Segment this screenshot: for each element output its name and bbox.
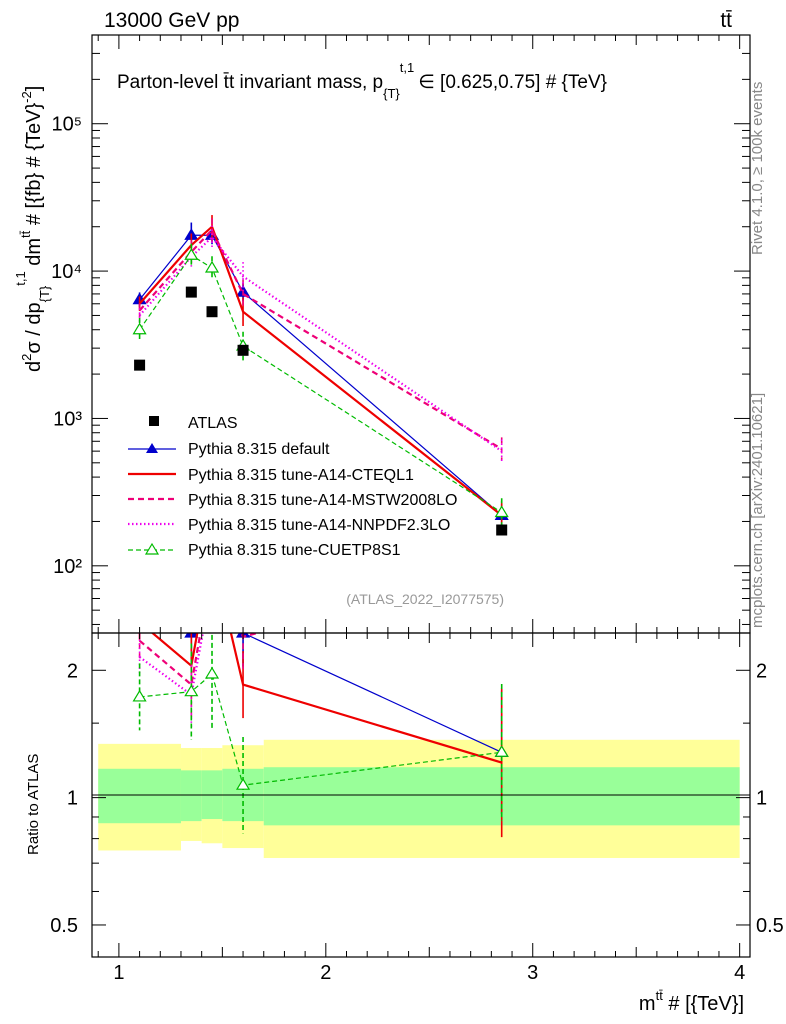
legend-cuetp-marker: [144, 542, 160, 555]
legend-cuetp-label: Pythia 8.315 tune-CUETP8S1: [188, 542, 401, 559]
main-point-marker: [494, 505, 509, 518]
main-series-line: [138, 235, 503, 453]
xlabel-a: m: [639, 993, 656, 1015]
ylabel-f: ]: [23, 86, 45, 92]
ratio-ytick-label-right: 0.5: [756, 915, 784, 937]
ratio-series-line: [138, 633, 262, 687]
ratio-ytick-label-right: 1: [756, 788, 767, 810]
ratio-band-inner: [180, 770, 202, 822]
ratio-series-line: [139, 672, 502, 786]
ylabel-a: d: [23, 361, 45, 372]
atlas-data-point: [185, 286, 197, 298]
ratio-clip-group: [132, 578, 509, 838]
main-point-marker: [132, 322, 147, 335]
main-panel: 10² 10³ 10⁴ 10⁵ Parton-level t̄t invariant …: [13, 34, 751, 634]
ylabel-b: σ / dp: [23, 302, 45, 353]
ratio-ylabel: Ratio to ATLAS: [25, 754, 42, 855]
main-series-5: [132, 243, 509, 527]
ratio-bands: [98, 739, 740, 858]
legend-atlas-label: ATLAS: [188, 415, 238, 432]
ratio-frame: [91, 632, 751, 958]
mcplots-label: mcplots.cern.ch [arXiv:2401.10621]: [749, 393, 766, 628]
ratio-point-marker: [204, 666, 220, 679]
ratio-ytick-label: 0.5: [50, 915, 78, 937]
atlas-data-point: [237, 344, 249, 356]
ratio-xlabel: mtt̄ # [{TeV}]: [639, 988, 744, 1015]
ratio-series-line: [150, 633, 503, 764]
ratio-series-5: [132, 633, 509, 834]
ylabel-a-sup: 2: [19, 354, 34, 361]
main-ytick-label: 10²: [53, 556, 82, 578]
legend-atlas-marker: [149, 416, 159, 426]
title-sup: t,1: [400, 60, 414, 75]
main-ticks: 10² 10³ 10⁴ 10⁵: [51, 34, 750, 633]
ratio-point-marker: [206, 578, 218, 588]
legend-default-label: Pythia 8.315 default: [188, 441, 330, 458]
main-point-marker: [204, 260, 220, 273]
atlas-data-point: [134, 359, 146, 371]
legend-mstw-label: Pythia 8.315 tune-A14-MSTW2008LO: [188, 492, 457, 509]
ratio-series-line: [189, 633, 502, 753]
header-energy: 13000 GeV pp: [104, 9, 239, 32]
ratio-ytick-label: 1: [67, 788, 78, 810]
main-series-layer: [132, 215, 509, 536]
main-ylabel: d2σ / dp{T} t,1 dmtt̄ # [{fb} # {TeV}-2]: [13, 86, 52, 372]
main-ytick-label: 10⁴: [51, 261, 82, 283]
ylabel-e-sup: -2: [19, 91, 34, 103]
ratio-series-layer: [132, 578, 509, 838]
ylabel-e: # [{fb} # {TeV}: [23, 102, 45, 230]
main-point-marker: [184, 248, 199, 260]
rivet-label: Rivet 4.1.0, ≥ 100k events: [749, 82, 766, 255]
ratio-point-marker: [494, 745, 509, 757]
xlabel-sup: tt̄: [656, 988, 664, 1003]
ratio-point-marker: [184, 684, 199, 697]
ratio-point-marker: [132, 689, 147, 702]
chart-title: Parton-level t̄t invariant mass, p{T}t,1…: [117, 60, 607, 101]
legend: ATLAS Pythia 8.315 default Pythia 8.315 …: [128, 415, 457, 559]
ratio-ytick-label-right: 2: [756, 660, 767, 682]
atlas-data-point: [496, 524, 508, 536]
main-ytick-label: 10³: [53, 408, 82, 430]
ratio-xtick-label: 1: [113, 962, 124, 984]
header-process: tt̄: [720, 9, 732, 32]
main-series-line: [138, 228, 503, 450]
ratio-point-marker: [235, 778, 251, 790]
analysis-id: (ATLAS_2022_I2077575): [346, 591, 504, 607]
ratio-xtick-label: 4: [734, 962, 745, 984]
ratio-point-marker: [134, 602, 146, 612]
ylabel-c-sup: t,1: [13, 271, 28, 285]
title-tail: ∈ [0.625,0.75] # {TeV}: [418, 72, 607, 93]
title-main: Parton-level t̄t invariant mass, p: [117, 72, 383, 93]
ylabel-d: dm: [23, 238, 45, 271]
ylabel-d-sup: tt̄: [18, 230, 33, 238]
title-sub: {T}: [383, 86, 400, 101]
ratio-xtick-label: 2: [320, 962, 331, 984]
ylabel-b-sub: {T}: [37, 285, 52, 302]
ratio-ytick-label: 2: [67, 660, 78, 682]
legend-cteql1-label: Pythia 8.315 tune-A14-CTEQL1: [188, 467, 414, 484]
ratio-ticks: 1 2 3 4 0.5 0.5 1 1 2 2: [50, 633, 784, 984]
xlabel-b: # [{TeV}]: [663, 993, 744, 1015]
legend-nnpdf-label: Pythia 8.315 tune-A14-NNPDF2.3LO: [188, 517, 450, 534]
ratio-band-inner: [98, 768, 181, 824]
ratio-xtick-label: 3: [527, 962, 538, 984]
main-ytick-label: 10⁵: [51, 114, 82, 136]
atlas-data-point: [206, 306, 218, 318]
legend-default-marker: [146, 443, 158, 453]
ratio-panel: 1 2 3 4 0.5 0.5 1 1 2 2 Ratio to ATLAS mtt̄ # [{T…: [25, 578, 784, 1015]
